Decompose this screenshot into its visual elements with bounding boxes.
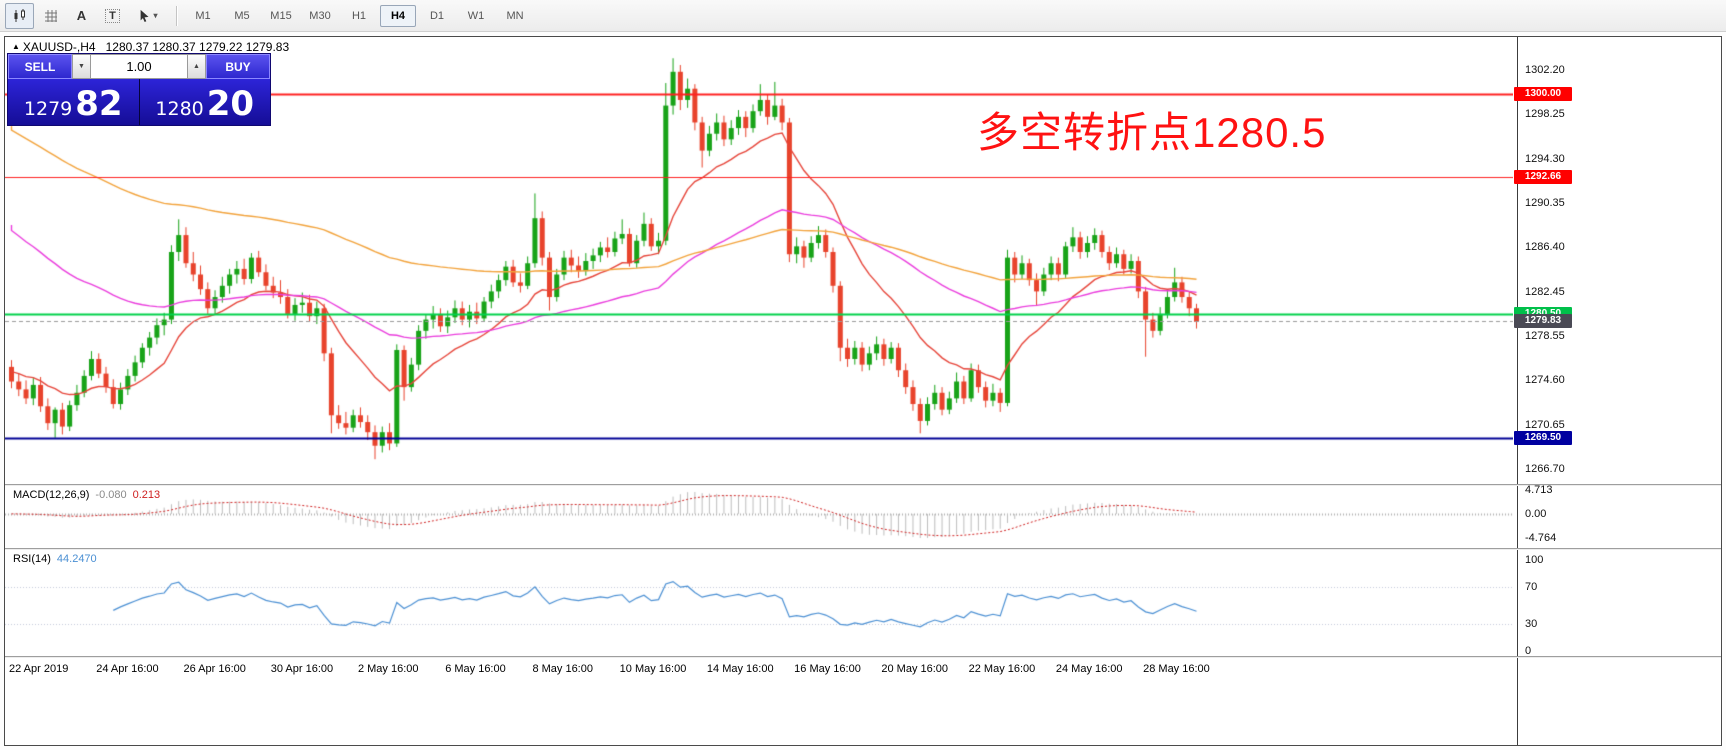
- macd-axis-label: 0.00: [1525, 507, 1547, 520]
- time-axis[interactable]: 22 Apr 2019 24 Apr 16:00 26 Apr 16:00 30 Ap…: [5, 659, 1513, 683]
- timeframe-button-h4[interactable]: H4: [380, 4, 416, 27]
- time-axis-label: 30 Apr 16:00: [270, 663, 334, 675]
- rsi-pane-label: RSI(14) 44.2470: [13, 553, 97, 565]
- price-axis-label: 1298.25: [1525, 108, 1565, 121]
- price-axis-label: 1266.70: [1525, 463, 1565, 476]
- price-axis-label: 1294.30: [1525, 152, 1565, 165]
- cursor-tool-button[interactable]: ▾: [129, 3, 167, 29]
- timeframe-button-m30[interactable]: M30: [309, 9, 331, 22]
- time-axis-label: 8 May 16:00: [532, 663, 593, 675]
- rsi-axis-label: 0: [1525, 645, 1532, 657]
- price-line-badge: 1279.83: [1514, 314, 1572, 329]
- text-label-button[interactable]: A: [67, 3, 96, 29]
- time-axis-label: 22 Apr 2019: [9, 663, 69, 675]
- buy-price-button[interactable]: 1280 20: [140, 79, 271, 125]
- time-axis-label: 26 Apr 16:00: [183, 663, 246, 675]
- pane-divider-macd[interactable]: [5, 484, 1721, 486]
- time-axis-label: 24 May 16:00: [1055, 663, 1123, 675]
- timeframe-button-d1[interactable]: D1: [429, 9, 445, 22]
- price-axis-label: 1278.55: [1525, 329, 1565, 342]
- symbol-marker-icon: ▲: [12, 42, 20, 51]
- rsi-axis-label: 100: [1525, 554, 1544, 566]
- timeframe-button-w1[interactable]: W1: [467, 9, 485, 22]
- time-axis-label: 16 May 16:00: [794, 663, 861, 675]
- spin-down-icon: ▼: [78, 63, 85, 70]
- grid-button[interactable]: [36, 3, 65, 29]
- macd-axis-label: 4.713: [1525, 484, 1553, 496]
- chevron-down-icon: ▾: [153, 11, 158, 20]
- price-axis-label: 1282.45: [1525, 285, 1565, 298]
- time-axis-label: 2 May 16:00: [357, 663, 419, 675]
- macd-label: MACD(12,26,9): [13, 489, 90, 501]
- time-axis-label: 10 May 16:00: [619, 663, 687, 675]
- buy-button[interactable]: BUY: [206, 54, 270, 79]
- buy-price-pips: 20: [206, 84, 255, 124]
- macd-value-signal: 0.213: [132, 489, 161, 501]
- sell-button[interactable]: SELL: [8, 54, 72, 79]
- chart-canvas[interactable]: [5, 37, 1513, 693]
- price-line-badge: 1292.66: [1514, 169, 1572, 184]
- price-axis-label: 1302.20: [1525, 63, 1565, 76]
- timeframe-toolbar: M1 M5 M15 M30 H1 H4 D1 W1 MN: [185, 4, 536, 27]
- text-box-icon: T: [105, 8, 120, 23]
- rsi-axis-label: 30: [1525, 617, 1538, 630]
- volume-spin-down-button[interactable]: ▼: [72, 54, 91, 79]
- rsi-axis-label: 70: [1525, 581, 1538, 594]
- cursor-icon: [138, 9, 152, 23]
- toolbar: A T ▾ M1 M5 M15 M30 H1 H4 D1 W1 MN: [0, 0, 1726, 32]
- price-axis-label: 1286.40: [1525, 241, 1565, 254]
- time-axis-separator: [5, 656, 1721, 658]
- symbol-period-label: XAUUSD-,H4: [22, 40, 96, 54]
- price-axis-label: 1274.60: [1525, 374, 1565, 387]
- timeframe-button-m1[interactable]: M1: [195, 9, 211, 22]
- one-click-trading-panel: SELL ▼ ▲ BUY 1279 82 1280 20: [8, 54, 270, 125]
- toolbar-separator: [176, 5, 178, 26]
- chart-window: ▲ XAUUSD-,H4 1280.37 1280.37 1279.22 1279.…: [4, 36, 1722, 746]
- ohlc-values: 1280.37 1280.37 1279.22 1279.83: [105, 40, 290, 54]
- time-axis-label: 24 Apr 16:00: [96, 663, 159, 675]
- sell-price-pips: 82: [75, 84, 123, 124]
- text-label-icon: A: [76, 8, 87, 23]
- buy-button-label: BUY: [225, 59, 251, 74]
- price-axis-separator: [1517, 37, 1518, 745]
- rsi-label: RSI(14): [13, 553, 51, 565]
- timeframe-button-mn[interactable]: MN: [506, 9, 524, 22]
- rsi-value: 44.2470: [56, 553, 97, 565]
- pane-divider-rsi[interactable]: [5, 548, 1721, 550]
- time-axis-label: 6 May 16:00: [445, 663, 506, 675]
- chart-annotation: 多空转折点1280.5: [977, 109, 1327, 156]
- time-axis-label: 22 May 16:00: [968, 663, 1036, 675]
- macd-pane-label: MACD(12,26,9) -0.080 0.213: [13, 489, 160, 501]
- price-axis-label: 1290.35: [1525, 196, 1565, 209]
- time-axis-label: 14 May 16:00: [706, 663, 774, 675]
- timeframe-button-m15[interactable]: M15: [270, 9, 292, 22]
- text-box-button[interactable]: T: [98, 3, 127, 29]
- sell-price-main: 1279: [23, 98, 73, 120]
- price-axis-label: 1270.65: [1525, 418, 1565, 431]
- spin-up-icon: ▲: [193, 63, 200, 70]
- sell-button-label: SELL: [24, 59, 56, 74]
- sell-price-button[interactable]: 1279 82: [8, 79, 140, 125]
- time-axis-label: 20 May 16:00: [881, 663, 949, 675]
- buy-price-main: 1280: [155, 98, 204, 120]
- timeframe-button-h1[interactable]: H1: [351, 9, 367, 22]
- chart-header: ▲ XAUUSD-,H4 1280.37 1280.37 1279.22 1279.…: [12, 40, 289, 54]
- candlestick-chart-icon: [12, 8, 28, 24]
- chart-type-candles-button[interactable]: [5, 2, 34, 29]
- grid-icon: [43, 8, 59, 24]
- time-axis-label: 28 May 16:00: [1143, 663, 1210, 675]
- macd-axis-label: -4.764: [1525, 532, 1557, 544]
- price-line-badge: 1300.00: [1514, 87, 1572, 102]
- volume-spin-up-button[interactable]: ▲: [187, 54, 206, 79]
- timeframe-button-m5[interactable]: M5: [234, 9, 250, 22]
- macd-value-main: -0.080: [95, 489, 127, 501]
- price-line-badge: 1269.50: [1514, 430, 1572, 445]
- volume-input[interactable]: [91, 54, 187, 79]
